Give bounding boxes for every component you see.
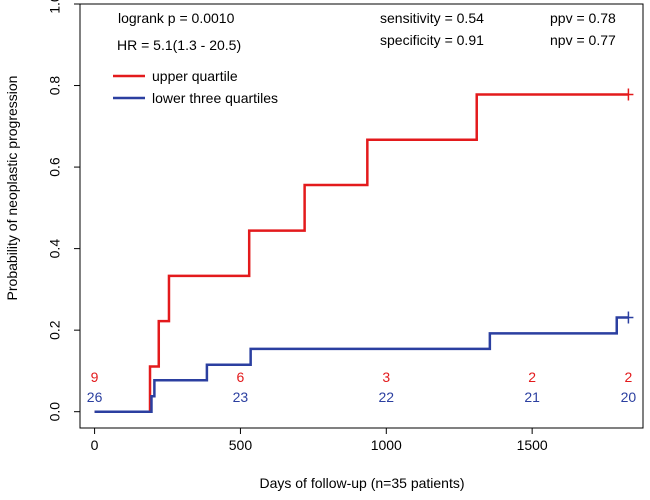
ppv-annotation: ppv = 0.78 [550, 10, 616, 26]
legend-label-lower-three-quartiles: lower three quartiles [152, 90, 278, 106]
y-axis-label: Probability of neoplastic progression [4, 76, 20, 301]
y-tick-label: 0.4 [47, 239, 63, 259]
at-risk-count: 3 [382, 369, 390, 385]
x-axis-label: Days of follow-up (n=35 patients) [259, 475, 464, 491]
npv-annotation: npv = 0.77 [550, 32, 616, 48]
sensitivity-annotation: sensitivity = 0.54 [380, 10, 484, 26]
at-risk-layer: 9 6 3 2 226 23 22 21 20 [87, 369, 637, 405]
x-tick-label: 0 [91, 437, 99, 453]
hr-annotation: HR = 5.1(1.3 - 20.5) [117, 37, 241, 53]
at-risk-count: 21 [524, 389, 540, 405]
at-risk-count: 2 [625, 369, 633, 385]
legend-label-upper-quartile: upper quartile [152, 68, 238, 84]
y-tick-label: 0.8 [47, 76, 63, 96]
y-tick-label: 0.6 [47, 157, 63, 177]
series-line-lower-three-quartiles [94, 316, 629, 413]
series-line-upper-quartile [94, 93, 629, 413]
y-tick-label: 0.0 [47, 402, 63, 422]
at-risk-count: 2 [528, 369, 536, 385]
series-layer [94, 88, 634, 413]
y-tick-label: 0.2 [47, 320, 63, 340]
legend: upper quartile lower three quartiles [113, 68, 278, 106]
censor-mark-lower-three-quartiles [623, 311, 634, 324]
y-axis: 0.0 0.2 0.4 0.6 0.8 1.0 [47, 0, 81, 422]
at-risk-count: 22 [379, 389, 395, 405]
x-axis: 0 500 1000 1500 [91, 427, 548, 453]
x-tick-label: 1500 [517, 437, 548, 453]
at-risk-count: 23 [233, 389, 249, 405]
x-tick-label: 500 [229, 437, 253, 453]
logrank-annotation: logrank p = 0.0010 [118, 10, 235, 26]
x-tick-label: 1000 [371, 437, 402, 453]
at-risk-count: 6 [237, 369, 245, 385]
at-risk-count: 9 [91, 369, 99, 385]
at-risk-count: 26 [87, 389, 103, 405]
y-tick-label: 1.0 [47, 0, 63, 14]
at-risk-count: 20 [621, 389, 637, 405]
specificity-annotation: specificity = 0.91 [380, 32, 484, 48]
censor-mark-upper-quartile [623, 88, 634, 101]
